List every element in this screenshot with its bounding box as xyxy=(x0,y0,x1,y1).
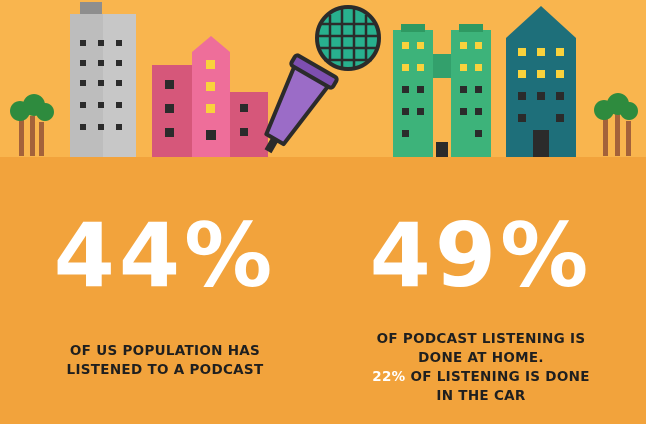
stat-us-population: 44% xyxy=(40,212,290,300)
highlight-rest: OF LISTENING IS DONE xyxy=(405,369,590,385)
caption-line-highlight: 22% OF LISTENING IS DONE xyxy=(346,368,616,387)
microphone-icon xyxy=(264,5,381,154)
stat-listening-at-home: 49% xyxy=(356,212,606,300)
stat-value-49: 49% xyxy=(369,204,593,307)
city-skyline-illustration xyxy=(10,2,638,157)
building-teal xyxy=(506,6,576,157)
building-green xyxy=(393,24,491,157)
tree-icon-right xyxy=(594,93,638,156)
building-pink xyxy=(152,36,268,157)
building-gray xyxy=(70,2,136,157)
stat-caption-us-population: OF US POPULATION HAS LISTENED TO A PODCA… xyxy=(40,342,290,380)
caption-line: IN THE CAR xyxy=(436,388,526,404)
stat-caption-listening: OF PODCAST LISTENING IS DONE AT HOME. 22… xyxy=(346,330,616,406)
stat-value-44: 44% xyxy=(53,204,277,307)
highlight-value-22: 22% xyxy=(372,369,406,385)
tree-icon-left xyxy=(10,94,54,156)
caption-line: OF PODCAST LISTENING IS xyxy=(376,331,586,347)
caption-line: LISTENED TO A PODCAST xyxy=(66,362,264,378)
caption-line: DONE AT HOME. xyxy=(418,350,544,366)
caption-line: OF US POPULATION HAS xyxy=(69,343,261,359)
